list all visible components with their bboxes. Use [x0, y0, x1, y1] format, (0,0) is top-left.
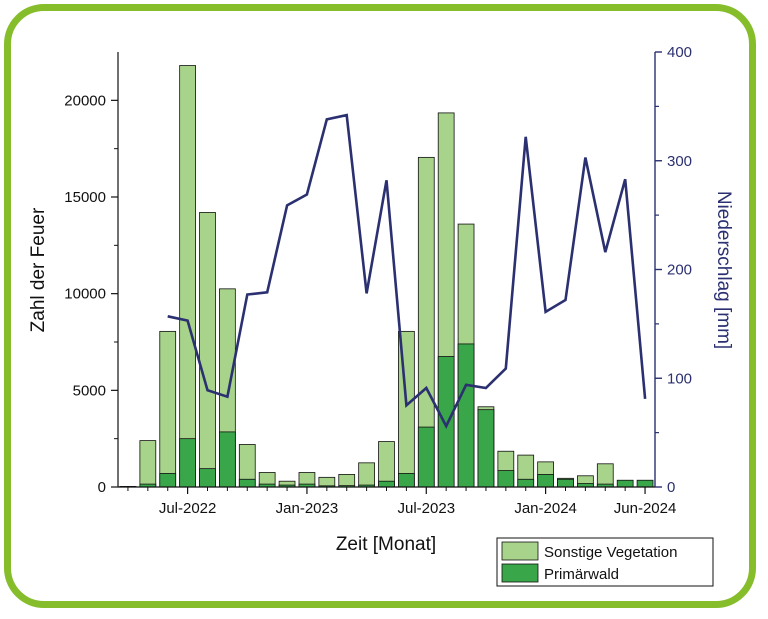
bar-other-vegetation	[139, 440, 157, 488]
chart-frame	[4, 4, 756, 608]
y2-tick-label: 300	[667, 153, 692, 170]
x-tick-label: Jul-2022	[159, 500, 217, 517]
y-tick-label: 15000	[64, 189, 106, 206]
rainfall-line	[167, 113, 647, 429]
bar-primary-forest	[437, 356, 455, 488]
bar-other-vegetation	[596, 463, 614, 488]
y-tick-label: 10000	[64, 286, 106, 303]
bar-primary-forest	[616, 479, 634, 488]
y2-axis-label: Niederschlag [mm]	[713, 191, 734, 349]
y2-tick-label: 200	[667, 262, 692, 279]
bar-primary-forest	[537, 474, 554, 488]
bar-primary-forest	[378, 480, 395, 488]
bar-primary-forest	[417, 426, 435, 488]
bar-primary-forest	[636, 479, 654, 488]
x-tick-label: Jan-2023	[276, 500, 339, 517]
bar-primary-forest	[517, 478, 535, 488]
bar-primary-forest	[398, 473, 415, 488]
bar-primary-forest	[457, 343, 475, 488]
y2-tick-label: 0	[667, 479, 675, 496]
legend-label-other: Sonstige Vegetation	[544, 544, 677, 561]
bar-primary-forest	[219, 431, 236, 488]
bar-primary-forest	[238, 478, 256, 488]
x-tick-label: Jan-2024	[514, 500, 577, 517]
y-axis-label: Zahl der Feuer	[28, 207, 49, 332]
x-axis-label: Zeit [Monat]	[336, 534, 436, 555]
y-tick-label: 5000	[73, 382, 106, 399]
bar-other-vegetation	[358, 462, 375, 488]
y-tick-label: 0	[98, 479, 106, 496]
legend-swatch-primary	[501, 563, 539, 583]
x-tick-label: Jul-2023	[398, 500, 456, 517]
legend: Sonstige Vegetation Primärwald	[496, 537, 714, 587]
bar-primary-forest	[497, 470, 515, 488]
rainfall-line-group	[167, 113, 647, 429]
bar-other-vegetation	[199, 212, 216, 488]
axes-group	[117, 52, 656, 488]
x-tick-label: Jun-2024	[614, 500, 677, 517]
bar-other-vegetation	[338, 474, 356, 488]
bar-primary-forest	[159, 473, 177, 488]
bar-primary-forest	[179, 438, 196, 488]
y2-tick-label: 400	[667, 44, 692, 61]
bar-other-vegetation	[179, 65, 196, 488]
legend-swatch-other	[501, 541, 539, 561]
y2-tick-label: 100	[667, 370, 692, 387]
bar-other-vegetation	[378, 441, 395, 488]
ticks-group: 0 5000 10000 15000 20000 0 100 200 300 400 Jul-202…	[64, 44, 692, 517]
bar-other-vegetation	[159, 330, 177, 488]
bar-primary-forest	[199, 468, 216, 488]
bar-primary-forest	[477, 409, 495, 488]
legend-label-primary: Primärwald	[544, 566, 619, 583]
y-tick-label: 20000	[64, 92, 106, 109]
bar-primary-forest	[557, 478, 574, 488]
bars-group	[119, 65, 654, 488]
